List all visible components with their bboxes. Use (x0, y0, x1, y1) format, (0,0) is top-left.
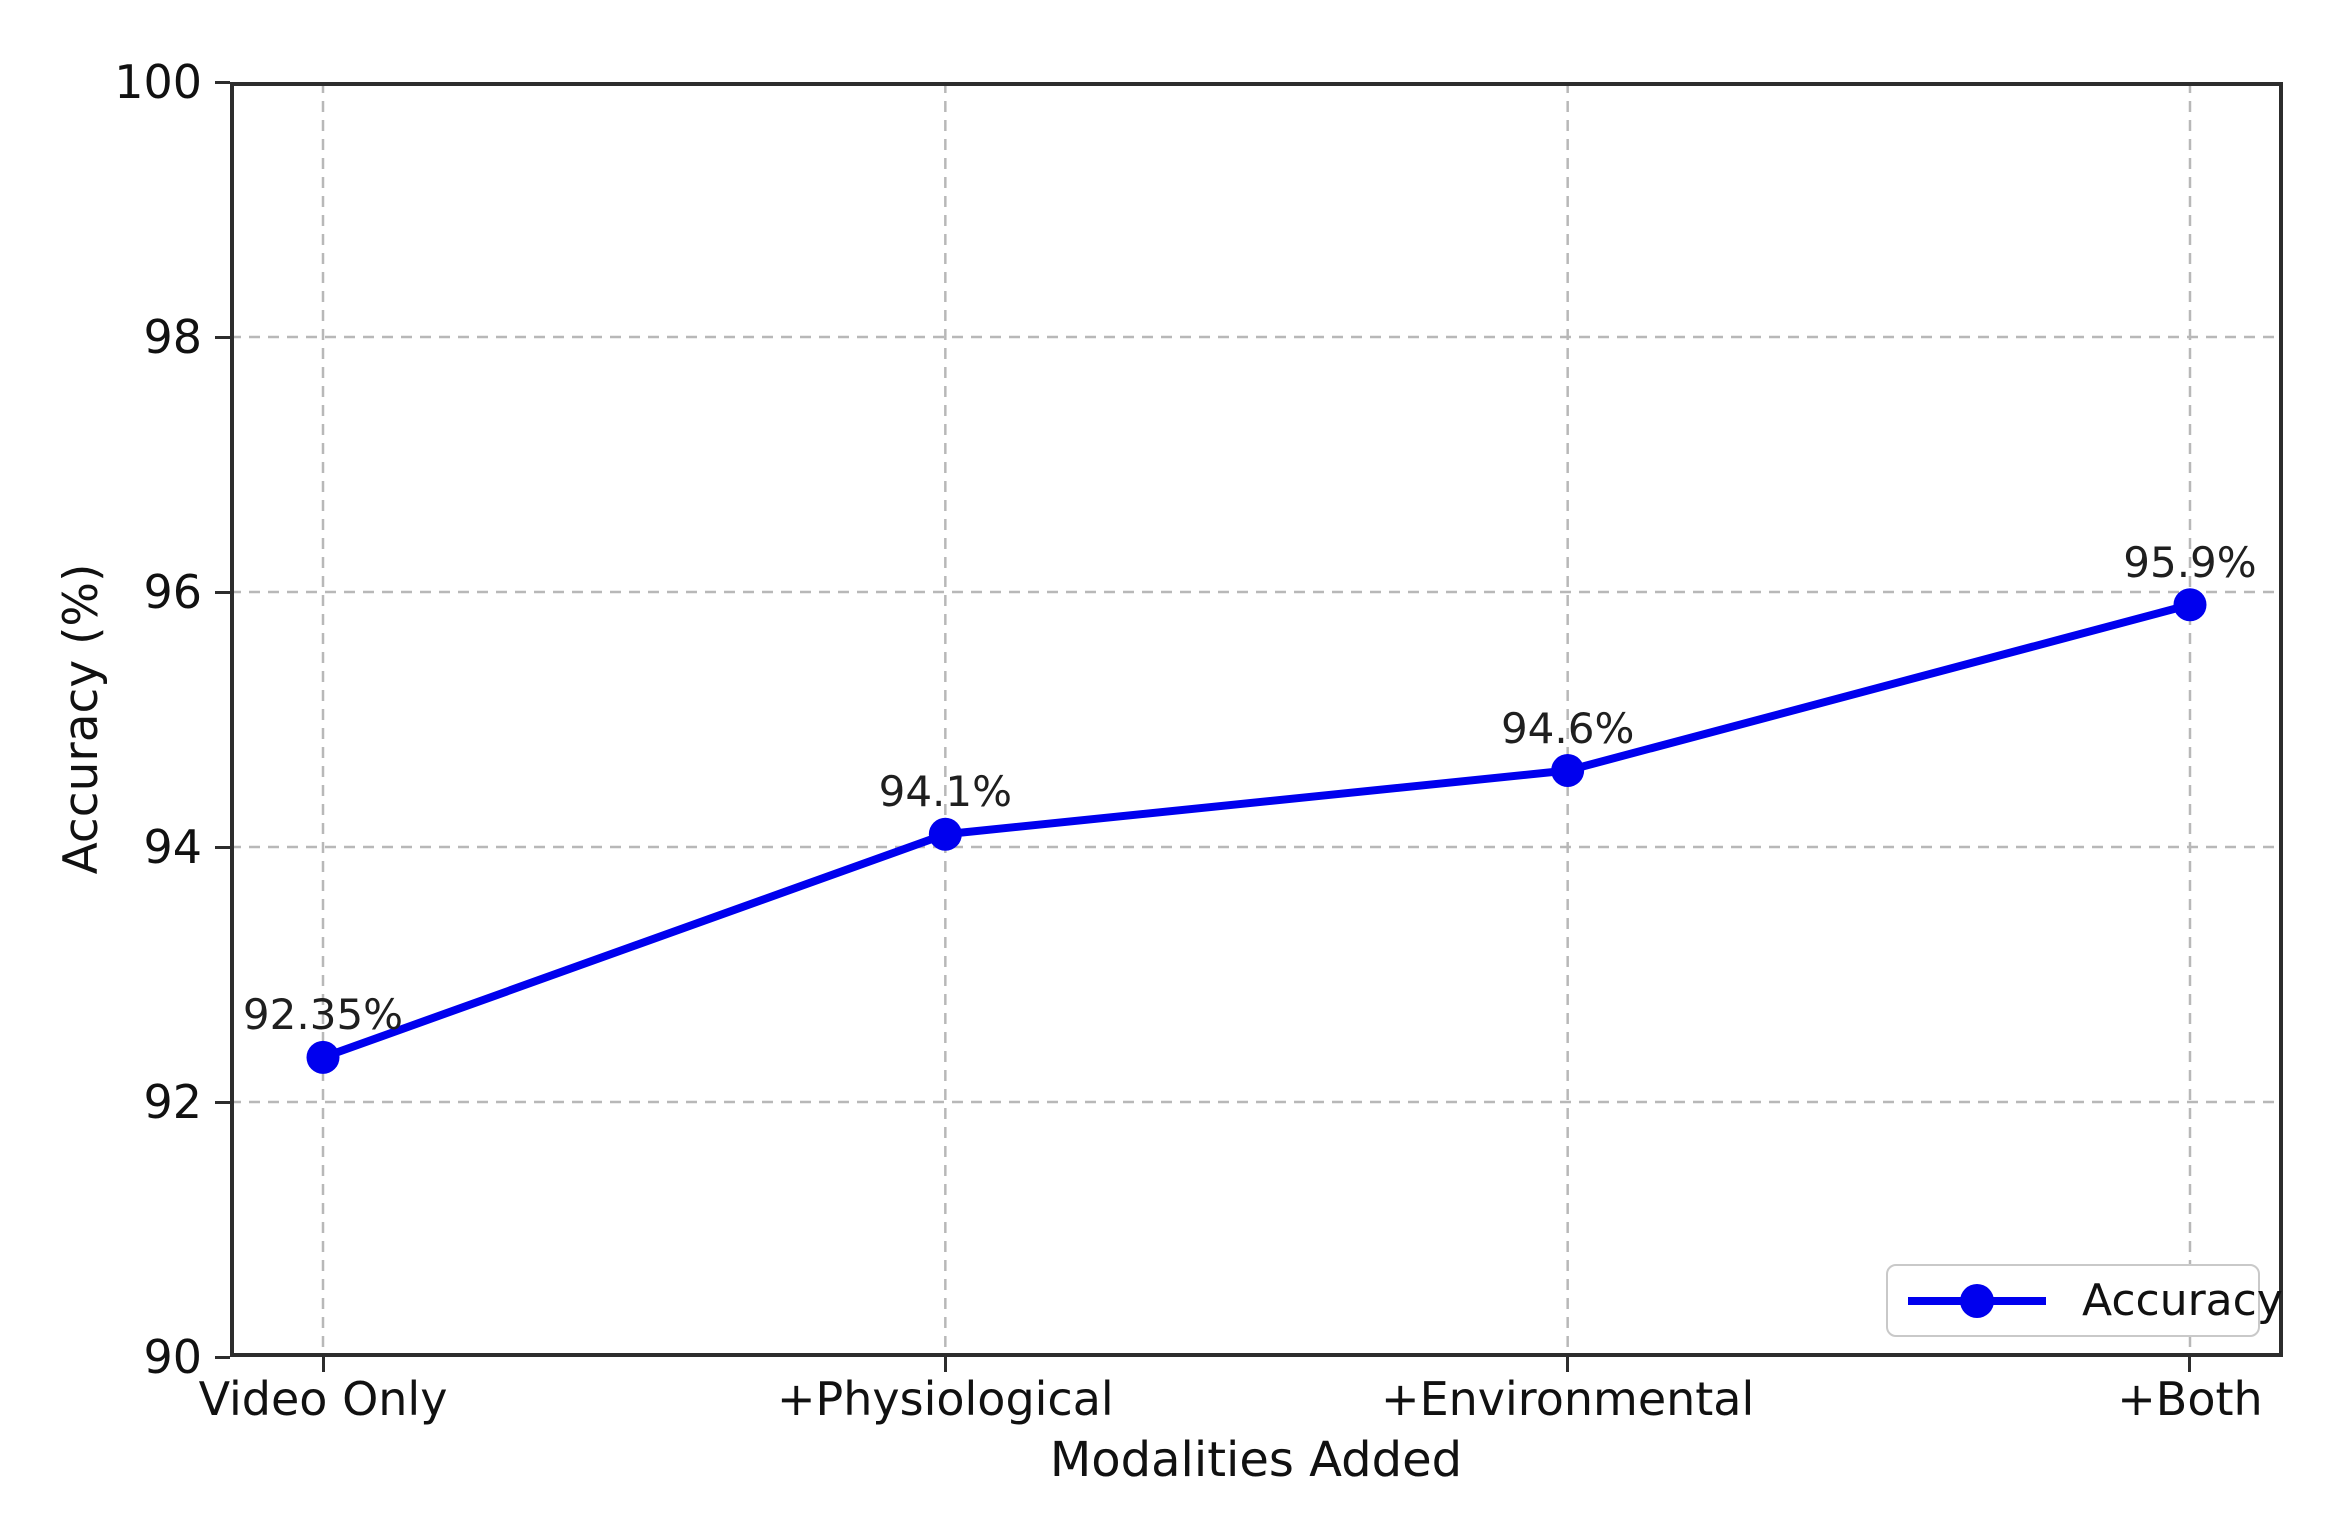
data-point-label: 92.35% (242, 990, 404, 1040)
x-tick-label: +Both (2117, 1372, 2263, 1426)
data-point-label: 94.6% (1500, 703, 1635, 753)
data-point-marker (306, 1040, 340, 1074)
y-tick-label: 100 (114, 55, 202, 109)
legend-line-marker-icon (1908, 1283, 2046, 1318)
legend: Accuracy (1886, 1264, 2283, 1337)
y-tick-mark (215, 845, 230, 849)
y-tick-mark (215, 590, 230, 594)
x-tick-mark (1566, 1357, 1570, 1372)
y-tick-mark (215, 80, 230, 84)
y-tick-mark (215, 335, 230, 339)
data-point-marker (2173, 588, 2207, 622)
x-tick-mark (943, 1357, 947, 1372)
y-tick-mark (215, 1355, 230, 1359)
y-tick-label: 98 (143, 310, 202, 364)
data-point-label: 94.1% (878, 767, 1013, 817)
x-tick-label: +Environmental (1381, 1372, 1755, 1426)
x-tick-label: +Physiological (776, 1372, 1114, 1426)
x-tick-label: Video Only (198, 1372, 448, 1426)
y-tick-label: 92 (143, 1075, 202, 1129)
y-tick-mark (215, 1100, 230, 1104)
accuracy-line (319, 600, 2194, 1062)
x-tick-mark (2188, 1357, 2192, 1372)
data-point-marker (928, 817, 962, 851)
y-tick-label: 94 (143, 820, 202, 874)
data-point-label: 95.9% (2123, 537, 2257, 587)
plot-area: 92.35% 94.1% 94.6% 95.9% (230, 82, 2283, 1357)
x-axis-title: Modalities Added (1049, 1432, 1463, 1488)
y-tick-label: 96 (143, 565, 202, 619)
y-tick-label: 90 (143, 1330, 202, 1384)
legend-label-accuracy: Accuracy (2082, 1274, 2283, 1326)
x-tick-mark (321, 1357, 325, 1372)
data-point-marker (1551, 754, 1585, 787)
line-chart-svg (230, 82, 2283, 1357)
